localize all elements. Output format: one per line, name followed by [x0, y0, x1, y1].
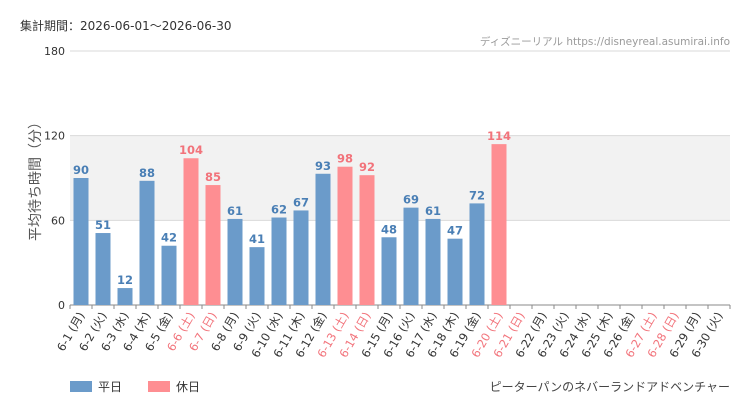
bar — [425, 218, 441, 305]
data-label: 93 — [315, 159, 331, 173]
y-tick-label: 120 — [44, 130, 65, 143]
data-label: 12 — [117, 273, 133, 287]
legend-item-holiday[interactable]: 休日 — [148, 378, 200, 395]
legend-swatch-weekday — [70, 381, 92, 392]
bar — [469, 203, 485, 305]
y-tick-label: 0 — [58, 299, 65, 312]
data-label: 51 — [95, 218, 111, 232]
bar — [293, 210, 309, 305]
data-label: 69 — [403, 193, 419, 207]
bar — [359, 175, 375, 305]
bar — [271, 217, 287, 305]
bar — [403, 207, 419, 305]
data-label: 104 — [179, 143, 203, 157]
legend-label-weekday: 平日 — [98, 380, 123, 394]
highlight-band — [70, 135, 730, 221]
bar — [95, 233, 111, 305]
bar — [447, 238, 463, 305]
data-label: 61 — [227, 204, 243, 218]
legend: 平日 休日 — [70, 378, 200, 395]
data-label: 61 — [425, 204, 441, 218]
data-label: 47 — [447, 224, 463, 238]
data-label: 41 — [249, 232, 265, 246]
data-label: 90 — [73, 163, 89, 177]
data-label: 98 — [337, 152, 353, 166]
legend-swatch-holiday — [148, 381, 171, 392]
bar — [227, 218, 243, 305]
bar — [139, 180, 155, 305]
data-label: 92 — [359, 160, 375, 174]
data-label: 42 — [161, 231, 177, 245]
bar — [381, 237, 397, 305]
bar — [249, 247, 265, 305]
data-label: 85 — [205, 170, 221, 184]
data-label: 48 — [381, 222, 397, 236]
y-tick-label: 180 — [44, 45, 65, 58]
bar — [315, 173, 331, 305]
attraction-name: ピーターパンのネバーランドアドベンチャー — [489, 380, 730, 394]
bar — [73, 178, 89, 305]
data-label: 114 — [487, 129, 511, 143]
legend-item-weekday[interactable]: 平日 — [70, 378, 122, 395]
bar — [161, 245, 177, 305]
bar — [205, 185, 221, 305]
y-axis-title: 平均待ち時間（分） — [28, 115, 44, 241]
period-label: 集計期間：2026-06-01～2026-06-30 — [20, 19, 232, 33]
bar — [117, 288, 133, 305]
bar — [183, 158, 199, 305]
bar — [337, 166, 353, 305]
y-tick-label: 60 — [51, 214, 65, 227]
data-label: 88 — [139, 166, 155, 180]
data-label: 72 — [469, 188, 485, 202]
data-label: 62 — [271, 203, 287, 217]
legend-label-holiday: 休日 — [176, 380, 201, 394]
bar — [491, 144, 507, 305]
source-label: ディズニーリアル https://disneyreal.asumirai.inf… — [479, 36, 730, 48]
data-label: 67 — [293, 195, 309, 209]
